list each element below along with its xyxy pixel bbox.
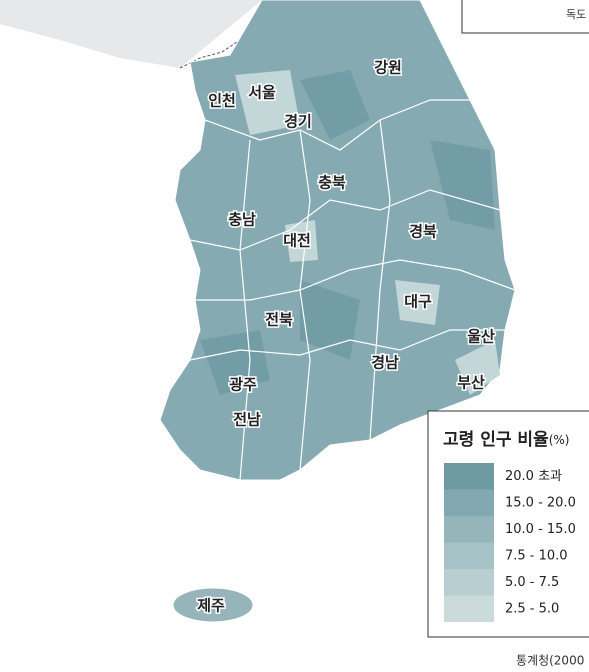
region-label: 제주	[197, 597, 225, 615]
legend-swatch	[444, 489, 494, 516]
legend-unit: (%)	[549, 433, 570, 447]
region-label: 충북	[318, 174, 346, 192]
region-label: 부산	[457, 374, 485, 392]
region-label: 충남	[228, 211, 256, 229]
region-label: 광주	[229, 376, 257, 394]
region-label: 경북	[409, 223, 437, 241]
district-lines	[189, 99, 516, 481]
legend-swatch	[444, 516, 494, 543]
region-label: 경남	[371, 354, 399, 372]
region-label: 강원	[374, 59, 402, 77]
region-label: 서울	[248, 84, 276, 102]
region-label: 대구	[404, 293, 432, 311]
legend-swatch	[444, 542, 494, 569]
legend-label: 5.0 - 7.5	[505, 575, 559, 590]
legend-swatch	[444, 569, 494, 596]
legend-label: 2.5 - 5.0	[505, 602, 559, 617]
legend-title: 고령 인구 비율(%)	[443, 429, 569, 450]
region-label: 대전	[283, 232, 311, 250]
legend-label: 15.0 - 20.0	[505, 496, 576, 511]
jeju	[172, 587, 254, 623]
source: 통계청(2000	[516, 654, 584, 668]
mainland	[159, 0, 516, 481]
legend-label: 7.5 - 10.0	[505, 549, 568, 564]
inset-label: 독도	[566, 8, 586, 21]
legend-swatch	[444, 463, 494, 490]
legend-swatch	[444, 595, 494, 622]
legend-title-text: 고령 인구 비율	[443, 429, 549, 450]
north-korea	[0, 0, 262, 68]
light-areas	[235, 70, 500, 395]
region-label: 경기	[284, 113, 312, 131]
legend-label: 20.0 초과	[505, 469, 562, 484]
legend-label: 10.0 - 15.0	[505, 522, 576, 537]
dark-areas	[200, 70, 495, 395]
inset-box	[461, 0, 589, 34]
region-label: 전북	[265, 311, 293, 329]
region-label: 전남	[233, 411, 261, 429]
region-label: 울산	[467, 328, 495, 346]
region-label: 인천	[208, 92, 236, 110]
